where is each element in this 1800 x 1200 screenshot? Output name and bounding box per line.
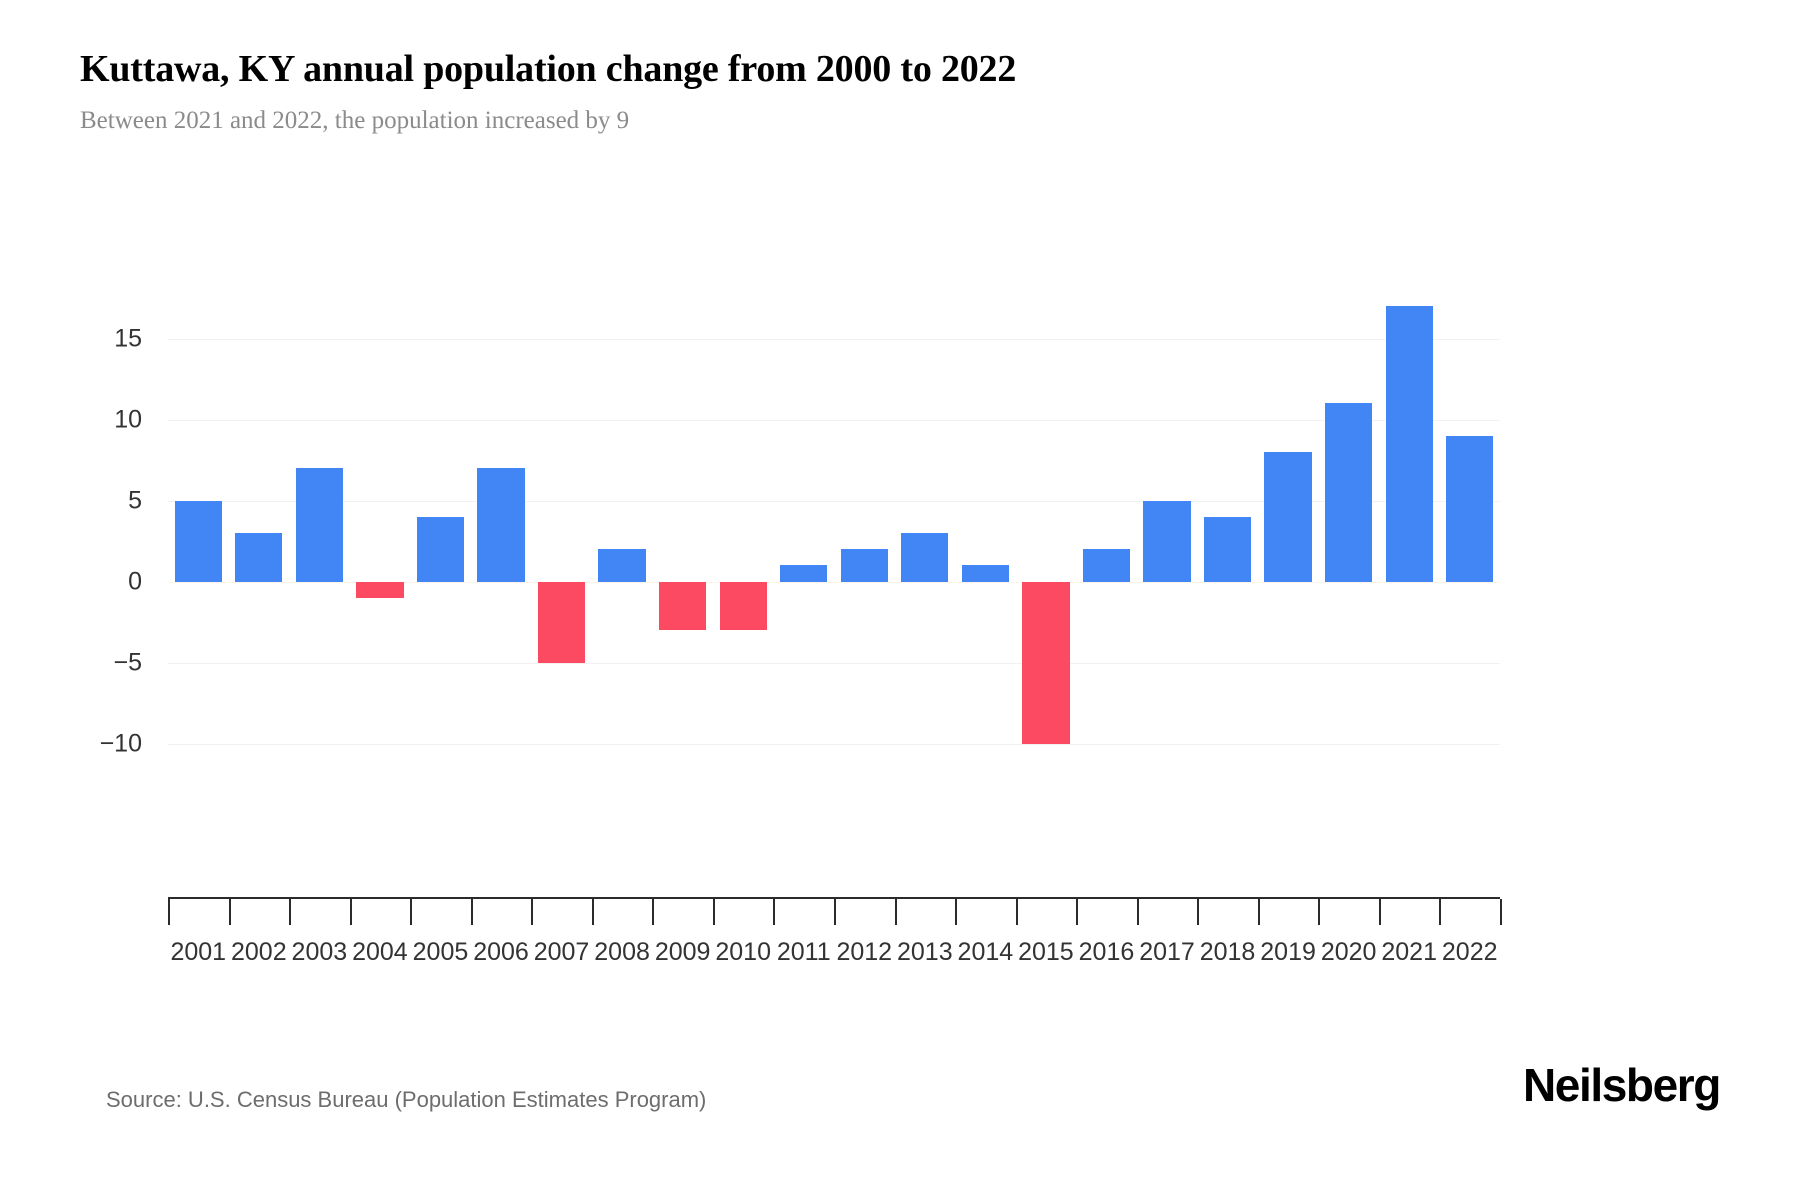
x-axis-tick <box>773 899 776 925</box>
x-axis-tick <box>1439 899 1442 925</box>
x-axis-tick-label: 2012 <box>836 938 893 966</box>
x-axis-tick-label: 2013 <box>897 938 953 966</box>
x-axis-tick <box>834 899 836 925</box>
x-axis-tick-label: 2020 <box>1320 938 1377 966</box>
gridline <box>168 338 1500 340</box>
x-axis-tick-label: 2002 <box>231 938 287 966</box>
bar[interactable] <box>1385 306 1433 582</box>
x-axis-tick-label: 2001 <box>170 938 227 966</box>
x-axis-tick-label: 2015 <box>1018 938 1074 966</box>
x-axis-tick-label: 2016 <box>1078 938 1135 966</box>
x-axis-tick <box>1076 899 1079 925</box>
x-axis-tick <box>349 899 352 925</box>
gridline <box>168 419 1500 421</box>
gridline <box>168 662 1500 664</box>
x-axis-tick-label: 2007 <box>533 938 590 966</box>
x-axis-tick <box>168 899 170 925</box>
x-axis-tick <box>531 899 534 925</box>
x-axis-tick <box>591 899 594 925</box>
bar[interactable] <box>1264 452 1312 582</box>
x-axis-tick-label: 2014 <box>957 938 1014 966</box>
bar[interactable] <box>780 565 828 582</box>
bar[interactable] <box>659 581 707 631</box>
y-axis-tick-label: −5 <box>113 648 142 677</box>
bar[interactable] <box>295 468 343 582</box>
page-title: Kuttawa, KY annual population change fro… <box>80 48 1017 90</box>
plot-canvas <box>168 298 1500 760</box>
bars-group <box>168 298 1500 760</box>
chart-header: Kuttawa, KY annual population change fro… <box>80 48 1720 136</box>
bar[interactable] <box>235 533 283 582</box>
x-axis-tick-label: 2018 <box>1199 938 1256 966</box>
bar[interactable] <box>356 581 404 598</box>
x-axis-tick <box>955 899 958 925</box>
x-axis-tick-label: 2021 <box>1381 938 1437 966</box>
bar[interactable] <box>1446 435 1494 582</box>
x-axis-tick <box>1500 899 1502 925</box>
x-axis-tick <box>228 899 231 925</box>
y-axis-tick-label: 5 <box>128 486 142 515</box>
x-axis-tick-label: 2003 <box>291 938 348 966</box>
bar[interactable] <box>961 565 1009 582</box>
x-axis-tick <box>470 899 473 925</box>
y-axis-tick-label: 10 <box>114 405 142 434</box>
bar[interactable] <box>1203 516 1252 582</box>
x-axis-tick-label: 2011 <box>776 938 831 966</box>
gridline <box>168 743 1500 745</box>
x-axis-tick <box>1378 899 1381 925</box>
x-axis-tick <box>1197 899 1200 925</box>
bar[interactable] <box>1325 403 1373 582</box>
x-axis-tick-label: 2004 <box>352 938 408 966</box>
source-note: Source: U.S. Census Bureau (Population E… <box>106 1087 707 1112</box>
x-axis-tick <box>289 899 292 925</box>
x-axis-tick-label: 2022 <box>1441 938 1498 966</box>
y-axis-tick-label: 15 <box>114 324 142 353</box>
bar[interactable] <box>174 500 222 582</box>
x-axis-tick-label: 2019 <box>1260 938 1316 966</box>
x-axis-tick-label: 2010 <box>715 938 771 966</box>
x-axis-tick-label: 2009 <box>654 938 711 966</box>
bar[interactable] <box>1022 581 1070 744</box>
x-axis-tick <box>1318 899 1321 925</box>
gridline <box>168 500 1500 502</box>
x-axis-tick <box>894 899 897 925</box>
x-axis-tick <box>1015 899 1018 925</box>
x-axis-tick <box>1257 899 1260 925</box>
x-axis-tick <box>1136 899 1139 925</box>
x-axis-tick-label: 2008 <box>594 938 650 966</box>
bar[interactable] <box>477 468 525 582</box>
bar[interactable] <box>840 549 888 582</box>
y-axis-tick-label: 0 <box>128 567 142 596</box>
x-axis-tick-label: 2005 <box>412 938 469 966</box>
bar[interactable] <box>416 516 465 582</box>
bar[interactable] <box>1143 500 1191 582</box>
x-axis-tick <box>652 899 655 925</box>
bar[interactable] <box>598 549 646 582</box>
y-axis-tick-label: −10 <box>99 729 142 758</box>
bar[interactable] <box>901 533 949 582</box>
x-axis-tick <box>410 899 413 925</box>
bar[interactable] <box>719 581 767 631</box>
brand-logo: Neilsberg <box>1522 1059 1721 1111</box>
x-axis-tick-label: 2006 <box>473 938 529 966</box>
chart-subtitle: Between 2021 and 2022, the population in… <box>80 106 630 134</box>
x-axis-tick-label: 2017 <box>1139 938 1195 966</box>
x-axis-tick <box>712 899 715 925</box>
bar[interactable] <box>537 581 586 663</box>
zero-gridline <box>168 581 1500 583</box>
bar[interactable] <box>1082 549 1131 582</box>
x-axis-line <box>168 897 1500 899</box>
